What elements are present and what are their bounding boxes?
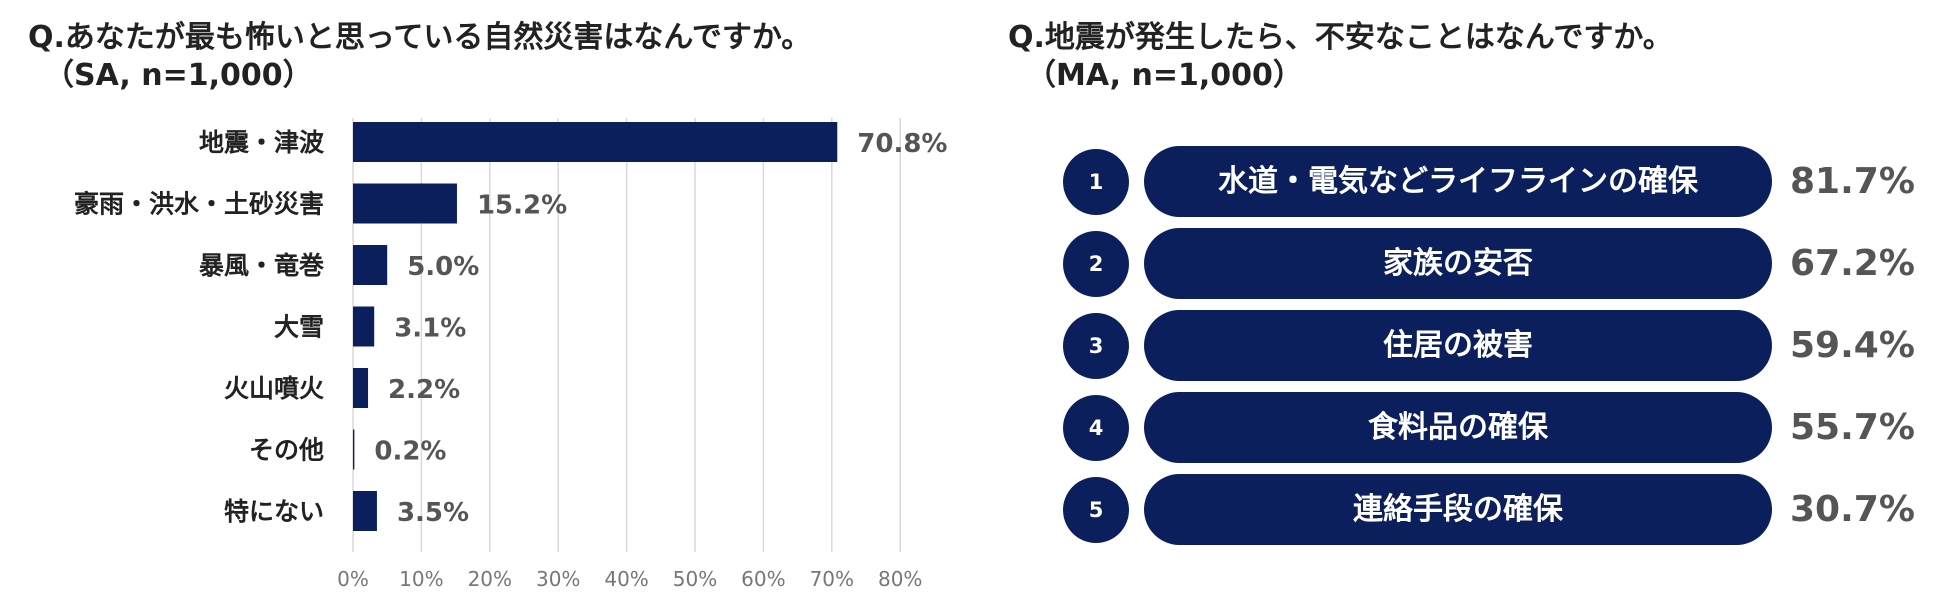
- rank-number-badge: 3: [1063, 313, 1129, 379]
- value-label: 5.0%: [407, 252, 479, 282]
- x-tick-label: 40%: [604, 567, 648, 591]
- bar: [353, 306, 375, 347]
- x-tick-label: 20%: [468, 567, 512, 591]
- rank-item-value: 30.7%: [1790, 489, 1915, 530]
- category-label: 特にない: [224, 497, 324, 526]
- value-label: 3.1%: [394, 314, 466, 344]
- value-label: 3.5%: [397, 498, 469, 528]
- category-label: 豪雨・洪水・土砂災害: [74, 190, 324, 219]
- value-label: 70.8%: [857, 129, 947, 159]
- rank-item-label: 水道・電気などライフラインの確保: [1144, 146, 1772, 217]
- rank-number-badge: 4: [1063, 395, 1129, 461]
- x-axis-ticks: 0% 10% 20% 30% 40% 50% 60% 70% 80%: [337, 567, 922, 591]
- rank-item-label: 連絡手段の確保: [1144, 474, 1772, 545]
- value-labels: 70.8% 15.2% 5.0% 3.1% 2.2% 0.2% 3.5%: [374, 129, 947, 528]
- bar: [353, 122, 838, 162]
- rank-item-value: 59.4%: [1790, 325, 1915, 366]
- value-label: 2.2%: [388, 375, 460, 405]
- x-tick-label: 80%: [878, 567, 922, 591]
- left-chart-subtitle: （SA, n=1,000）: [44, 58, 313, 93]
- rank-item-value: 55.7%: [1790, 407, 1915, 448]
- left-chart-title: Q.あなたが最も怖いと思っている自然災害はなんですか。: [28, 20, 812, 55]
- x-tick-label: 10%: [399, 567, 443, 591]
- x-tick-label: 60%: [741, 567, 785, 591]
- rank-item-label: 食料品の確保: [1144, 392, 1772, 463]
- gridlines: [352, 118, 901, 552]
- category-label: 地震・津波: [199, 128, 325, 157]
- rank-number-badge: 2: [1063, 231, 1129, 297]
- right-chart-subtitle: （MA, n=1,000）: [1026, 58, 1303, 93]
- value-label: 15.2%: [477, 191, 567, 221]
- bar: [353, 491, 377, 531]
- value-label: 0.2%: [374, 437, 446, 467]
- bars: [353, 122, 838, 531]
- bar: [353, 183, 457, 224]
- x-tick-label: 70%: [810, 567, 854, 591]
- x-tick-label: 30%: [536, 567, 580, 591]
- rank-number-badge: 5: [1063, 477, 1129, 543]
- rank-item-value: 81.7%: [1790, 161, 1915, 202]
- category-label: その他: [249, 436, 324, 465]
- bar: [353, 368, 369, 408]
- category-label: 大雪: [274, 313, 324, 342]
- rank-item-label: 家族の安否: [1144, 228, 1772, 299]
- bar: [353, 245, 388, 285]
- rank-number-badge: 1: [1063, 149, 1129, 215]
- rank-item-label: 住居の被害: [1144, 310, 1772, 381]
- x-tick-label: 0%: [337, 567, 369, 591]
- category-label: 暴風・竜巻: [199, 251, 325, 280]
- bar: [353, 429, 355, 470]
- x-tick-label: 50%: [673, 567, 717, 591]
- rank-item-value: 67.2%: [1790, 243, 1915, 284]
- category-label: 火山噴火: [224, 374, 324, 403]
- right-chart-title: Q.地震が発生したら、不安なことはなんですか。: [1008, 20, 1673, 55]
